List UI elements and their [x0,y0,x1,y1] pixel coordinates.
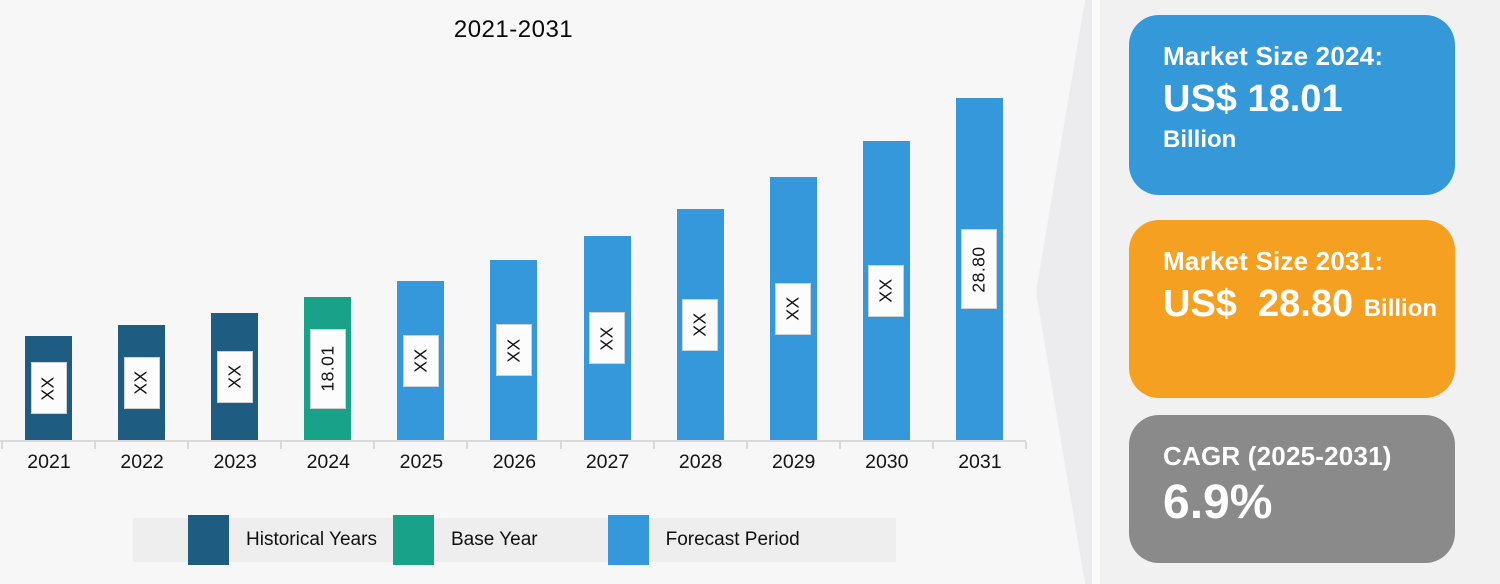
x-axis-label-2027: 2027 [585,451,630,473]
x-axis-tick [94,442,97,449]
bar-value-label: 28.80 [961,229,998,309]
x-axis-tick [280,442,283,449]
bar-2021: XX [25,336,73,440]
bar-2031: 28.80 [955,98,1003,440]
market-size-2024-card: Market Size 2024: US$ 18.01 Billion [1129,15,1455,195]
unit-label: Billion [1163,125,1237,153]
x-axis-label-2026: 2026 [492,451,537,473]
x-axis-label-2028: 2028 [678,451,723,473]
chart-legend: Historical Years Base Year Forecast Peri… [133,515,896,565]
bar-2023: XX [211,313,259,440]
bar-value-label: XX [495,324,532,376]
x-axis-tick [559,442,562,449]
x-axis-label-2029: 2029 [772,451,816,473]
bar-2024: 18.01 [304,297,352,440]
legend-item-base-year: Base Year [392,515,538,565]
bar-value-label: XX [589,312,626,364]
base-year-swatch-icon [392,515,434,565]
bar-2029: XX [769,177,817,440]
bar-value-label: XX [402,334,439,387]
bar-2027: XX [583,236,631,440]
x-axis-label-2021: 2021 [27,451,71,473]
legend-label: Forecast Period [665,529,800,550]
x-axis-tick [466,442,469,449]
bar-value-label: XX [30,362,67,414]
bar-value-label: XX [123,356,160,409]
bar-2026: XX [490,260,538,440]
card-title: Market Size 2031: [1163,246,1384,276]
unit-label: Billion [1363,295,1438,322]
market-chart: 2021-2031 XX XX XX 18.01 XX XX XX XX XX XX 28.80 H… [0,16,1027,565]
bar-value-label: XX [216,350,253,403]
x-axis-label-2031: 2031 [958,451,1002,473]
bar-2030: XX [862,141,910,440]
cagr-card: CAGR (2025-2031) 6.9% [1129,415,1455,563]
value-text: US$ 28.80 [1163,283,1354,325]
bar-2028: XX [676,209,724,440]
x-axis-tick [838,442,841,449]
bar-2022: XX [118,325,166,440]
chevron-wedge-divider [1036,0,1101,584]
legend-label: Base Year [450,529,538,550]
plot-area: XX XX XX 18.01 XX XX XX XX XX XX 28.80 [25,98,1003,440]
x-axis-label-2025: 2025 [399,451,444,473]
cagr-value: 6.9% [1163,476,1273,529]
x-axis-label-2024: 2024 [306,451,350,473]
legend-item-historical-years: Historical Years [188,515,377,565]
x-axis-tick [187,442,190,449]
historical-years-swatch-icon [188,515,229,565]
x-axis-label-2030: 2030 [865,451,909,473]
x-axis-line [0,440,1026,442]
bar-value-label: 18.01 [309,328,346,409]
legend-item-forecast-period: Forecast Period [607,515,800,565]
bar-2025: XX [397,281,445,440]
x-axis-label-2023: 2023 [213,451,257,473]
market-size-2031-card: Market Size 2031: US$ 28.80 Billion [1129,220,1455,398]
bar-value-label: XX [682,298,719,351]
x-axis-tick [1024,442,1027,449]
x-axis-tick [652,442,655,449]
x-axis-tick [1,442,3,449]
x-axis-tick [373,442,376,449]
x-axis-tick [931,442,934,449]
chart-title: 2021-2031 [453,16,574,43]
stats-side-panel: Market Size 2024: US$ 18.01 Billion Mark… [1100,0,1500,584]
legend-label: Historical Years [246,529,377,550]
market-size-2024-value: US$ 18.01 [1163,78,1343,120]
bar-value-label: XX [775,282,812,335]
x-axis-tick [745,442,748,449]
card-title: CAGR (2025-2031) [1163,441,1392,471]
card-title: Market Size 2024: [1163,41,1384,71]
market-size-2031-value: US$ 28.80 Billion [1163,283,1437,325]
bar-value-label: XX [868,264,905,317]
x-axis-label-2022: 2022 [120,451,164,473]
forecast-period-swatch-icon [607,515,649,565]
